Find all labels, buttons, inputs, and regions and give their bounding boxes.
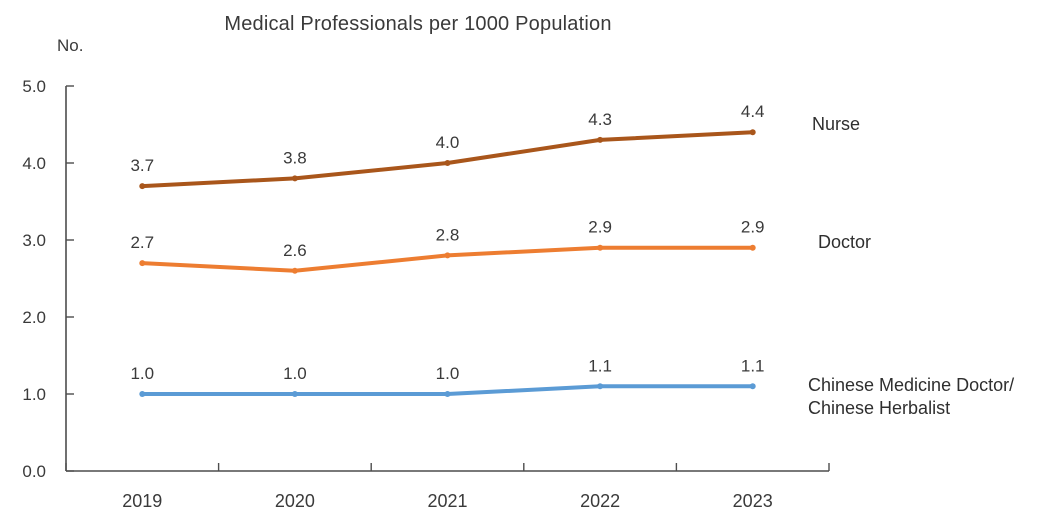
y-tick-label: 0.0 (22, 462, 46, 481)
data-point-chinese-medicine-doctor-chinese-herbalist (291, 391, 298, 397)
x-tick-label: 2022 (580, 491, 620, 511)
data-label-chinese-medicine-doctor-chinese-herbalist: 1.1 (741, 356, 765, 375)
data-label-doctor: 2.6 (283, 241, 307, 260)
data-label-chinese-medicine-doctor-chinese-herbalist: 1.1 (588, 356, 612, 375)
series-label-chinese-medicine-doctor: Chinese Medicine Doctor/ Chinese Herbali… (808, 374, 1014, 420)
series-label-chinese-medicine-doctor-line2: Chinese Herbalist (808, 398, 951, 418)
data-label-doctor: 2.9 (588, 218, 612, 237)
y-tick-label: 5.0 (22, 77, 46, 96)
data-point-doctor (291, 267, 298, 274)
y-tick-label: 2.0 (22, 308, 46, 327)
x-tick-label: 2021 (427, 491, 467, 511)
data-point-nurse (597, 136, 604, 143)
data-label-doctor: 2.7 (130, 233, 154, 252)
series-label-chinese-medicine-doctor-line1: Chinese Medicine Doctor/ (808, 375, 1015, 395)
series-label-nurse: Nurse (812, 113, 860, 136)
data-point-chinese-medicine-doctor-chinese-herbalist (597, 383, 604, 390)
data-label-nurse: 4.0 (436, 133, 460, 152)
data-point-chinese-medicine-doctor-chinese-herbalist (139, 391, 146, 397)
data-label-doctor: 2.9 (741, 218, 765, 237)
data-label-nurse: 4.4 (741, 102, 765, 121)
data-label-chinese-medicine-doctor-chinese-herbalist: 1.0 (130, 364, 154, 383)
data-point-chinese-medicine-doctor-chinese-herbalist (444, 391, 451, 397)
data-point-nurse (139, 183, 146, 190)
data-point-doctor (597, 244, 604, 251)
data-label-nurse: 3.8 (283, 148, 307, 167)
data-label-chinese-medicine-doctor-chinese-herbalist: 1.0 (436, 364, 460, 383)
series-line-doctor (140, 245, 755, 273)
data-point-nurse (749, 129, 756, 136)
data-point-nurse (291, 175, 298, 182)
series-label-nurse-text: Nurse (812, 114, 861, 134)
x-tick-label: 2019 (122, 491, 162, 511)
series-label-doctor: Doctor (818, 231, 871, 254)
x-tick-label: 2020 (275, 491, 315, 511)
data-point-nurse (444, 160, 451, 166)
y-tick-label: 1.0 (22, 385, 46, 404)
data-label-chinese-medicine-doctor-chinese-herbalist: 1.0 (283, 364, 307, 383)
y-tick-label: 4.0 (22, 154, 46, 173)
data-point-chinese-medicine-doctor-chinese-herbalist (749, 383, 756, 390)
y-tick-label: 3.0 (22, 231, 46, 250)
data-point-doctor (749, 244, 756, 251)
data-point-doctor (139, 260, 146, 267)
series-label-doctor-text: Doctor (818, 232, 872, 252)
data-point-doctor (444, 252, 451, 259)
x-tick-label: 2023 (733, 491, 773, 511)
y-axis-unit-label: No. (57, 36, 84, 55)
data-label-doctor: 2.8 (436, 225, 460, 244)
data-label-nurse: 3.7 (130, 156, 154, 175)
chart-title: Medical Professionals per 1000 Populatio… (224, 13, 612, 35)
data-label-nurse: 4.3 (588, 110, 612, 129)
